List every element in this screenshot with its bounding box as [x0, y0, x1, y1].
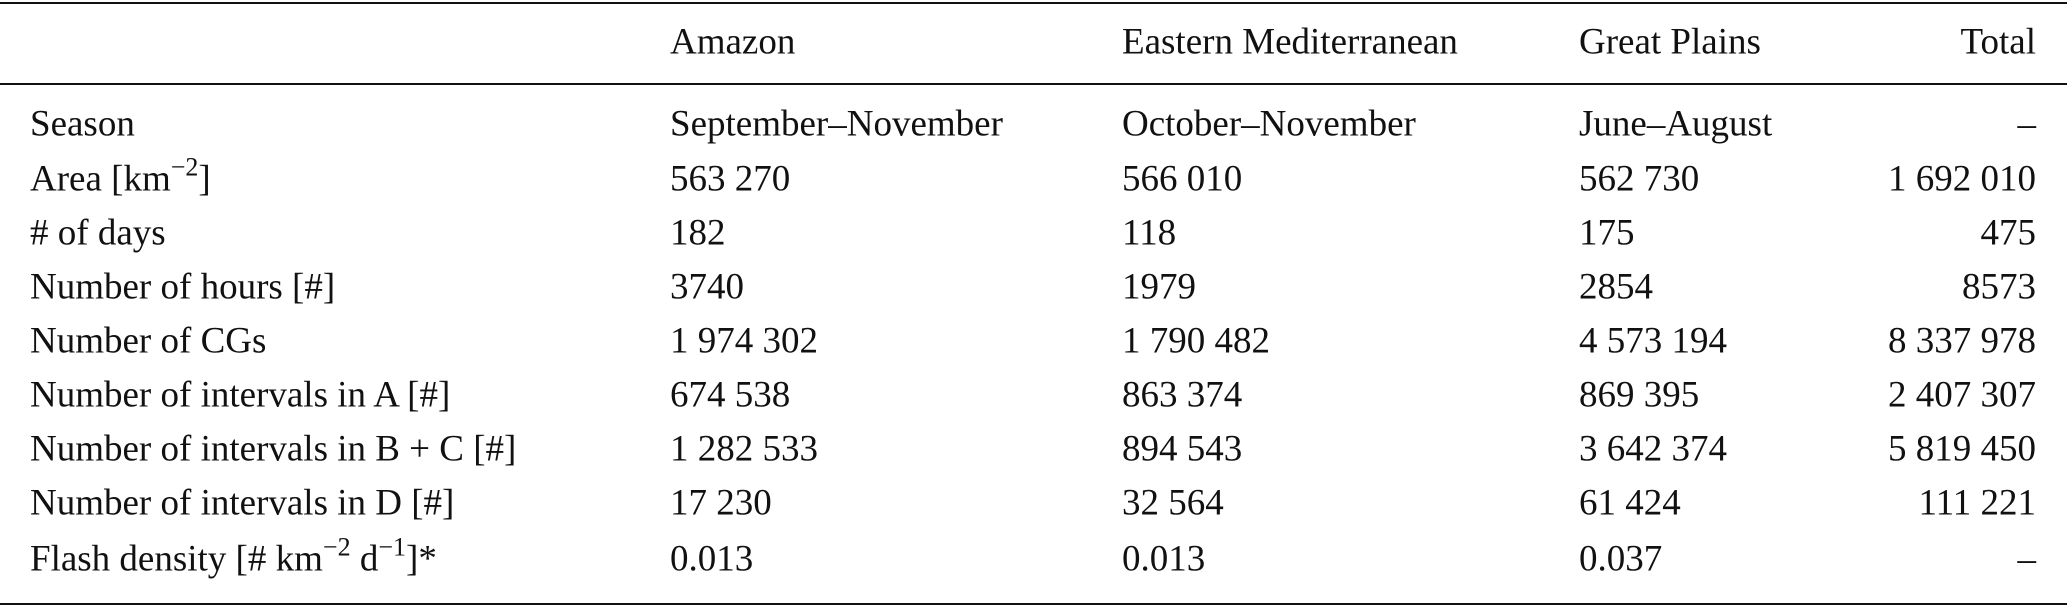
label-text: ]	[198, 158, 211, 200]
table-cell: 1 790 482	[1122, 320, 1270, 362]
table-cell: 869 395	[1579, 374, 1700, 416]
table-cell: 175	[1579, 212, 1635, 254]
table-cell: 1979	[1122, 266, 1196, 308]
column-header: Eastern Mediterranean	[1122, 21, 1458, 63]
table-cell: 17 230	[670, 482, 772, 524]
label-text: Area [km	[30, 158, 171, 200]
table-cell: September–November	[670, 103, 1003, 145]
table-cell: October–November	[1122, 103, 1416, 145]
table-cell: 0.013	[1122, 538, 1206, 580]
column-header: Great Plains	[1579, 21, 1761, 63]
table-cell: 8 337 978	[1888, 320, 2036, 362]
table-cell: 566 010	[1122, 158, 1243, 200]
table-cell: 61 424	[1579, 482, 1681, 524]
column-header: Total	[1960, 21, 2037, 63]
row-label: Season	[30, 106, 135, 143]
column-header: Amazon	[670, 21, 796, 63]
table-cell: June–August	[1579, 103, 1773, 145]
table-cell: 8573	[1962, 266, 2036, 308]
table-cell: 863 374	[1122, 374, 1243, 416]
table-cell: 674 538	[670, 374, 791, 416]
label-text: Number of intervals in D [#]	[30, 482, 455, 524]
table-cell: 475	[1980, 212, 2037, 254]
table-cell: 2 407 307	[1888, 374, 2036, 416]
label-text: Number of intervals in B + C [#]	[30, 428, 517, 470]
table-cell: 894 543	[1122, 428, 1243, 470]
table-cell: 563 270	[670, 158, 791, 200]
label-text: Number of intervals in A [#]	[30, 374, 451, 416]
table-cell: 2854	[1579, 266, 1653, 308]
row-label: Flash density [# km−2 d−1]*	[30, 534, 437, 580]
table-cell: 3740	[670, 266, 744, 308]
table-cell: 111 221	[1918, 482, 2036, 524]
label-superscript: −2	[170, 152, 199, 182]
row-label: Number of intervals in B + C [#]	[30, 431, 516, 468]
table-cell: –	[2017, 103, 2037, 145]
table-cell: 32 564	[1122, 482, 1224, 524]
label-superscript: −1	[378, 532, 407, 562]
label-text: Flash density [# km	[30, 538, 323, 580]
label-text: Number of hours [#]	[30, 266, 336, 308]
table-cell: 562 730	[1579, 158, 1700, 200]
row-label: # of days	[30, 215, 166, 252]
row-label: Number of intervals in D [#]	[30, 485, 454, 522]
table-cell: 118	[1122, 212, 1177, 254]
table-cell: 0.037	[1579, 538, 1663, 580]
bottom-rule	[0, 603, 2067, 605]
row-label: Number of CGs	[30, 323, 266, 360]
label-text: Number of CGs	[30, 320, 267, 362]
row-label: Number of intervals in A [#]	[30, 377, 450, 414]
header-rule	[0, 83, 2067, 85]
label-text: # of days	[30, 212, 166, 254]
label-superscript: −2	[322, 532, 351, 562]
top-rule	[0, 2, 2067, 4]
table-cell: 1 974 302	[670, 320, 818, 362]
table-cell: 1 692 010	[1888, 158, 2036, 200]
table-cell: 1 282 533	[670, 428, 818, 470]
table-cell: 3 642 374	[1579, 428, 1727, 470]
label-text: d	[350, 538, 379, 580]
label-text: Season	[30, 103, 135, 145]
row-label: Number of hours [#]	[30, 269, 335, 306]
table-cell: 182	[670, 212, 726, 254]
table-cell: 0.013	[670, 538, 754, 580]
table-cell: 4 573 194	[1579, 320, 1727, 362]
label-text: ]*	[406, 538, 437, 580]
table-cell: 5 819 450	[1888, 428, 2036, 470]
row-label: Area [km−2]	[30, 154, 211, 200]
table-cell: –	[2017, 538, 2037, 580]
